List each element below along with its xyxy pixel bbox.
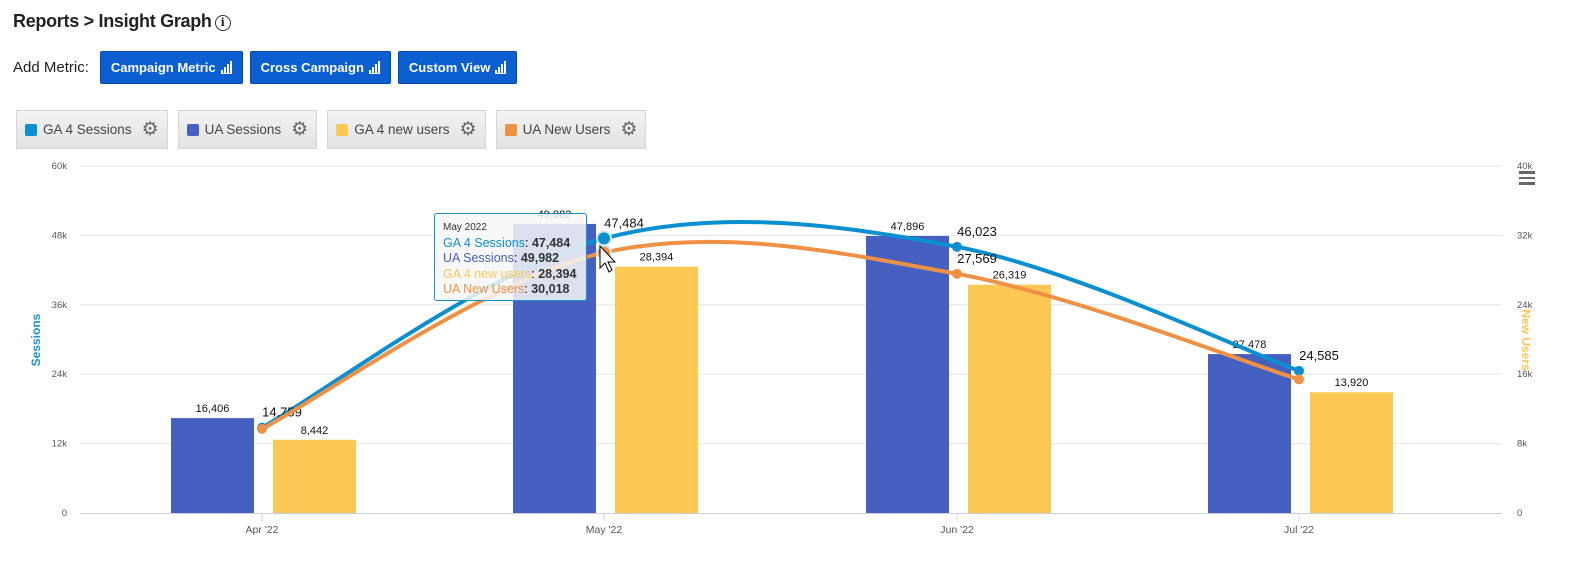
tooltip-value: 30,018: [531, 282, 570, 296]
tooltip-row: UA New Users: 30,018: [443, 282, 570, 296]
data-label: 26,319: [993, 270, 1027, 282]
color-swatch: [504, 123, 517, 136]
data-label: 28,394: [640, 252, 674, 264]
right-axis-tick: 24k: [1517, 300, 1533, 311]
data-label: 27,569: [957, 251, 997, 266]
data-label: 47,896: [891, 221, 925, 233]
bar-chart-icon: [495, 61, 507, 74]
right-axis-tick: 8k: [1517, 439, 1527, 450]
color-swatch: [336, 123, 349, 136]
left-axis-tick: 36k: [52, 300, 68, 311]
data-point: [1294, 365, 1304, 376]
tooltip-value: 49,982: [520, 251, 560, 265]
tooltip-value: 47,484: [531, 235, 571, 250]
data-label: 8,442: [301, 425, 329, 437]
data-label: 46,023: [957, 224, 997, 239]
gear-icon[interactable]: ⚙: [291, 119, 309, 140]
left-axis-tick: 60k: [52, 161, 68, 172]
info-circle-icon[interactable]: i: [214, 15, 231, 31]
data-label: 14,759: [262, 405, 302, 420]
campaign-metric-button[interactable]: Campaign Metric: [99, 51, 243, 84]
button-label: Custom View: [408, 60, 491, 75]
right-axis-tick: 40k: [1517, 161, 1533, 172]
add-metric-bar: Add Metric: Campaign Metric Cross Campai…: [13, 51, 518, 84]
left-axis-tick: 48k: [52, 230, 68, 241]
tooltip-row: UA Sessions: 49,982: [443, 251, 560, 265]
legend-item-ga4-sessions[interactable]: GA 4 Sessions ⚙: [16, 110, 168, 149]
data-point: [952, 268, 962, 279]
bar-chart-icon: [220, 61, 232, 74]
legend-label: GA 4 Sessions: [43, 122, 132, 137]
tooltip-value: 28,394: [538, 266, 577, 281]
x-axis-label: Apr '22: [246, 524, 279, 536]
button-label: Campaign Metric: [110, 60, 216, 75]
data-point: [1294, 374, 1304, 385]
bar-ga-4-new-users: [273, 439, 356, 513]
left-axis-tick: 24k: [52, 369, 68, 380]
bar-ua-sessions: [171, 418, 254, 513]
tooltip-label: GA 4 Sessions: [443, 235, 525, 250]
tooltip-row: GA 4 new users: 28,394: [443, 266, 577, 281]
hamburger-menu-icon[interactable]: [1519, 171, 1535, 188]
line-ua-new-users: [261, 239, 1300, 431]
left-axis-tick: 0: [62, 508, 67, 519]
right-axis-tick: 16k: [1517, 369, 1533, 380]
bar-ga-4-new-users: [615, 266, 698, 513]
bar-chart-icon: [368, 61, 380, 74]
left-axis-title: Sessions: [29, 313, 43, 366]
bar-ua-sessions: [1208, 354, 1291, 513]
gear-icon[interactable]: ⚙: [141, 119, 159, 140]
x-axis-label: Jul '22: [1284, 524, 1314, 536]
button-label: Cross Campaign: [260, 60, 364, 75]
tooltip-label: UA Sessions: [443, 251, 514, 265]
legend-item-ua-sessions[interactable]: UA Sessions ⚙: [177, 110, 318, 149]
legend-label: UA Sessions: [204, 122, 282, 137]
chart-tooltip: May 2022 GA 4 Sessions: 47,484 UA Sessio…: [434, 213, 587, 301]
mouse-cursor-icon: [599, 244, 617, 273]
color-swatch: [186, 123, 199, 136]
data-point: [596, 230, 612, 247]
chart-legend: GA 4 Sessions ⚙ UA Sessions ⚙ GA 4 new use…: [16, 110, 647, 149]
legend-item-ua-new-users[interactable]: UA New Users ⚙: [495, 110, 647, 149]
add-metric-label: Add Metric:: [13, 59, 89, 76]
bar-ua-sessions: [866, 236, 949, 513]
gear-icon[interactable]: ⚙: [620, 119, 638, 140]
page-title: Reports > Insight Graph i: [13, 11, 231, 32]
data-label: 13,920: [1335, 377, 1369, 389]
tooltip-row: GA 4 Sessions: 47,484: [443, 235, 571, 250]
right-axis-title: New Users: [1519, 309, 1533, 371]
left-axis-tick: 12k: [52, 439, 68, 450]
data-label: 47,484: [604, 215, 644, 230]
tooltip-title: May 2022: [443, 222, 487, 233]
data-label: 24,585: [1299, 348, 1339, 363]
legend-label: UA New Users: [522, 122, 611, 137]
legend-label: GA 4 new users: [354, 122, 450, 137]
bar-ga-4-new-users: [968, 284, 1051, 513]
line-ga-4-sessions: [261, 220, 1300, 430]
legend-item-ga4-new-users[interactable]: GA 4 new users ⚙: [327, 110, 486, 149]
bar-ga-4-new-users: [1310, 392, 1393, 513]
right-axis-tick: 32k: [1517, 230, 1533, 241]
right-axis-tick: 0: [1517, 508, 1522, 519]
custom-view-button[interactable]: Custom View: [397, 51, 518, 84]
tooltip-label: UA New Users: [443, 282, 525, 296]
cross-campaign-button[interactable]: Cross Campaign: [249, 51, 391, 84]
x-axis-label: May '22: [586, 524, 623, 536]
data-label: 16,406: [196, 403, 230, 415]
data-point: [257, 423, 267, 434]
gear-icon[interactable]: ⚙: [459, 119, 477, 140]
x-axis-label: Jun '22: [940, 524, 974, 536]
tooltip-label: GA 4 new users: [443, 266, 532, 281]
color-swatch: [25, 123, 37, 136]
data-point: [952, 241, 962, 252]
